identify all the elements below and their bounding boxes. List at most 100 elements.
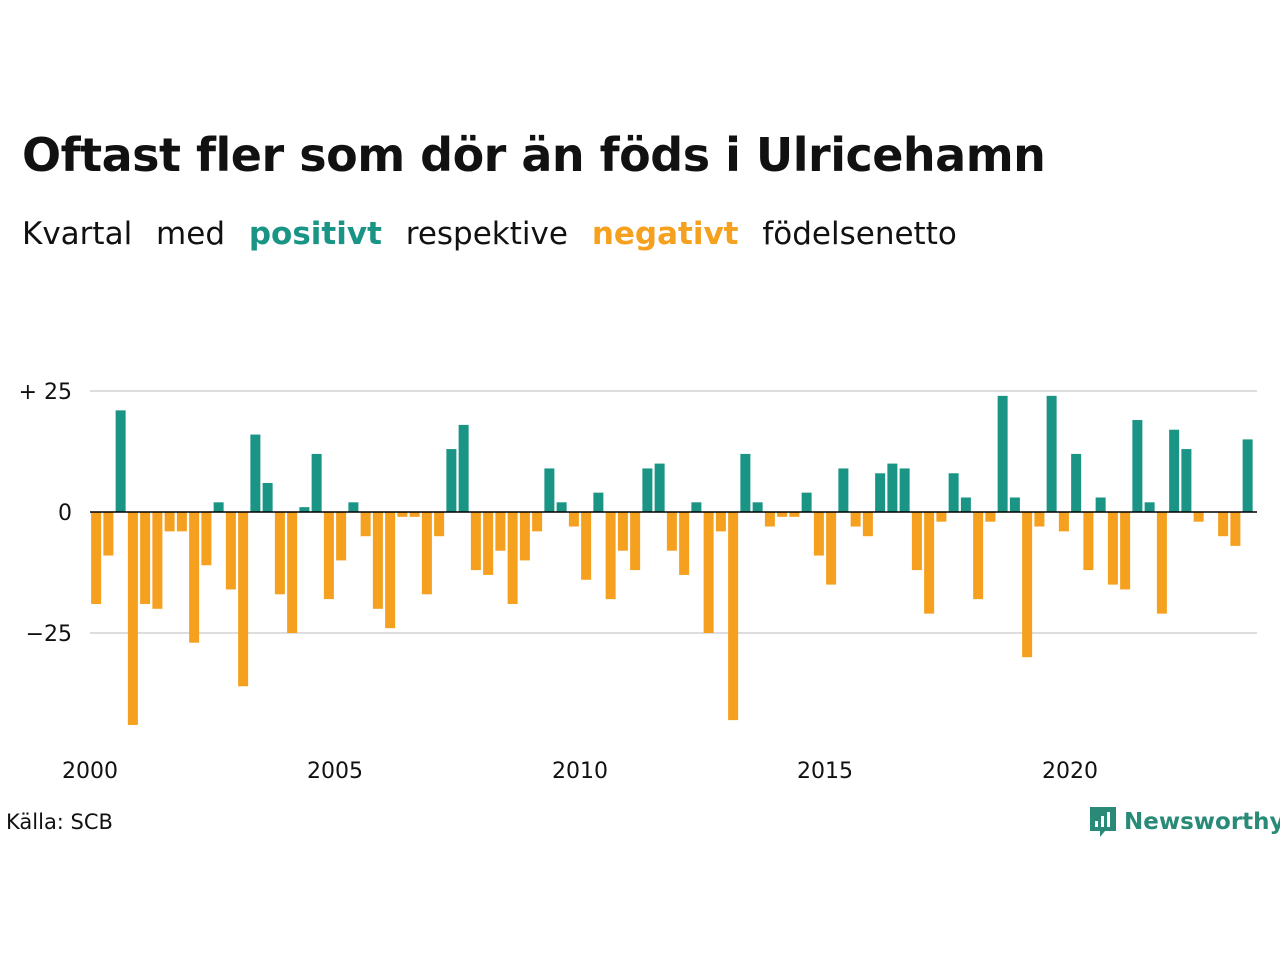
bar [899,468,910,512]
bar [1046,395,1057,512]
bar [458,424,469,512]
bar [152,512,163,609]
bar [801,492,812,512]
subtitle-text-3: respektive [405,216,568,252]
bar [887,463,898,512]
bar [189,512,200,643]
bar [985,512,996,522]
chart-title: Oftast fler som dör än föds i Ulricehamn [22,128,1046,182]
bar [642,468,653,512]
bar [911,512,922,571]
bar [826,512,837,585]
bar [250,434,261,512]
bar [238,512,249,687]
bar [409,512,420,517]
bar [715,512,726,532]
x-tick-label: 2005 [307,759,363,784]
subtitle-text-2: med [156,216,225,252]
bar [777,512,788,517]
bar [617,512,628,551]
bar [666,512,677,551]
bar [1120,512,1131,590]
bar [336,512,347,561]
bar [201,512,212,566]
bar [1193,512,1204,522]
bar [470,512,481,571]
bar [1230,512,1241,546]
bar [115,410,126,512]
bar [1058,512,1069,532]
bar [1107,512,1118,585]
bar [605,512,616,600]
bar [924,512,935,614]
bar [1034,512,1045,527]
bar [1071,453,1082,512]
grid-layer [90,390,1257,634]
bar [213,502,224,512]
bar-chart: + 25 0 −25 2000 2005 2010 2015 2020 [19,380,1257,784]
bar [752,502,763,512]
bar [323,512,334,600]
bar [434,512,445,537]
bar [507,512,518,604]
bar [728,512,739,721]
bar [348,502,359,512]
bar [372,512,383,609]
bar [960,497,971,512]
bar [287,512,298,633]
x-tick-label: 2010 [552,759,608,784]
bar [740,453,751,512]
bar [593,492,604,512]
y-tick-label: 0 [58,501,72,526]
bar [630,512,641,571]
bar [1218,512,1229,537]
bar [556,502,567,512]
bar [311,453,322,512]
bar [1169,429,1180,512]
bar [1022,512,1033,658]
chart-subtitle: Kvartal med positivt respektive negativt… [22,216,971,252]
y-tick-label: −25 [26,622,72,647]
y-tick-label: + 25 [19,380,72,405]
bar [936,512,947,522]
bar [1156,512,1167,614]
bar [164,512,175,532]
bar [679,512,690,575]
bar [875,473,886,512]
bar [483,512,494,575]
bar [813,512,824,556]
subtitle-negative-label: negativt [591,216,739,252]
bar [519,512,530,561]
bar [1009,497,1020,512]
bar [1242,439,1253,512]
x-tick-label: 2000 [62,759,118,784]
bar [703,512,714,633]
bar [127,512,138,725]
bar [544,468,555,512]
bar [225,512,236,590]
bar [997,395,1008,512]
bar [948,473,959,512]
bar [299,507,310,512]
bar [838,468,849,512]
bar [103,512,114,556]
subtitle-text-4: födelsenetto [762,216,957,252]
bar [532,512,543,532]
bar [91,512,102,604]
bar [581,512,592,580]
bar [973,512,984,600]
brand-name: Newsworthy [1124,809,1280,835]
bar [1144,502,1155,512]
x-tick-label: 2015 [797,759,853,784]
bar [764,512,775,527]
bar [495,512,506,551]
bar [274,512,285,595]
bar [654,463,665,512]
bar [385,512,396,629]
x-tick-label: 2020 [1042,759,1098,784]
bar [850,512,861,527]
bar [568,512,579,527]
bar [691,502,702,512]
bar [360,512,371,537]
bar [262,482,273,512]
